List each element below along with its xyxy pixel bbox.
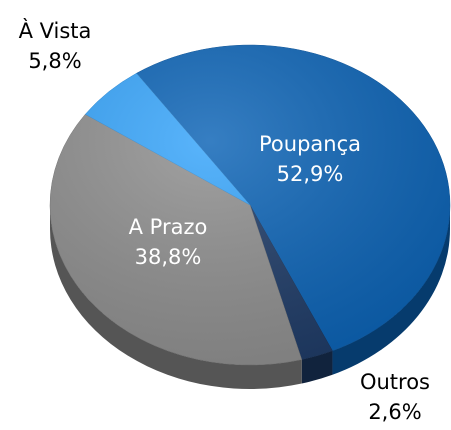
slice-label: A Prazo: [129, 215, 208, 239]
value-label: 2,6%: [368, 400, 421, 424]
slice-label: Outros: [360, 370, 430, 394]
value-label: 38,8%: [135, 245, 202, 269]
value-label: 52,9%: [277, 162, 344, 186]
slice-label: Poupança: [259, 132, 361, 156]
value-label: 5,8%: [28, 49, 81, 73]
slice-label: À Vista: [19, 18, 92, 43]
